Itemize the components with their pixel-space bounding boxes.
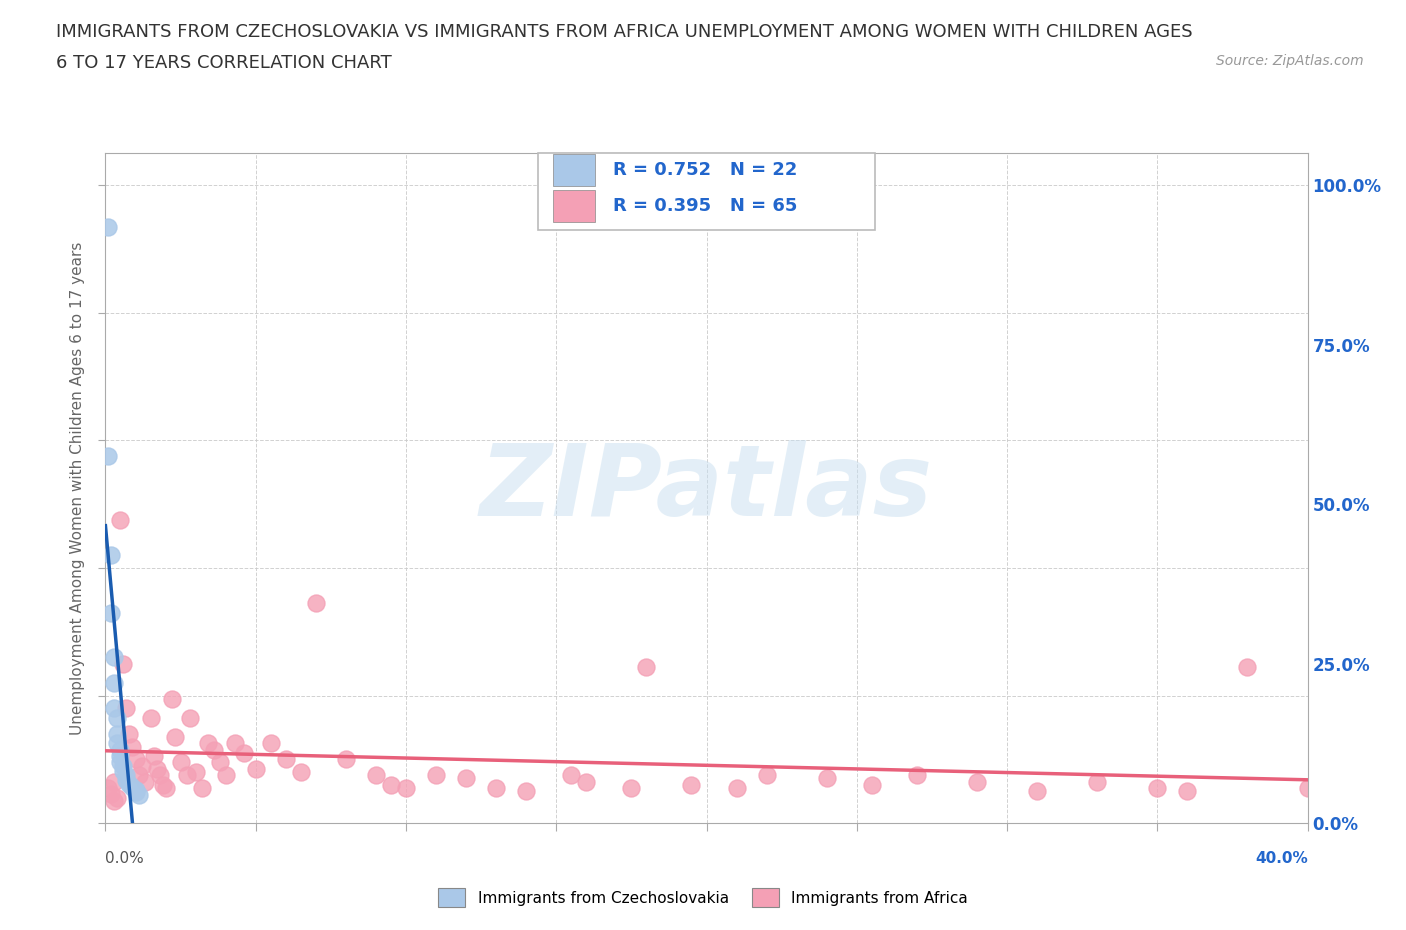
Text: ZIPatlas: ZIPatlas (479, 440, 934, 537)
Point (197, 736, 219, 751)
Point (148, 768, 170, 783)
Point (107, 711, 129, 725)
Point (110, 755, 132, 770)
Point (110, 742, 132, 757)
Point (115, 768, 138, 783)
Point (103, 774, 125, 789)
Point (1146, 780, 1168, 795)
Point (290, 764, 312, 779)
Point (575, 774, 598, 789)
Point (142, 749, 165, 764)
Point (260, 736, 283, 751)
Point (202, 742, 225, 757)
Text: Source: ZipAtlas.com: Source: ZipAtlas.com (1216, 54, 1364, 68)
Point (1026, 784, 1049, 799)
Point (145, 762, 167, 777)
Point (245, 762, 267, 777)
Point (274, 751, 297, 766)
Point (103, 701, 125, 716)
Point (214, 768, 236, 783)
Point (169, 755, 191, 770)
Point (107, 790, 129, 805)
Point (103, 675, 125, 690)
Point (176, 768, 198, 783)
Point (1357, 784, 1379, 799)
Point (118, 776, 141, 790)
Point (860, 777, 883, 792)
FancyBboxPatch shape (538, 153, 875, 231)
Text: R = 0.752   N = 22: R = 0.752 N = 22 (613, 161, 797, 179)
Point (815, 771, 838, 786)
Point (100, 548, 122, 563)
Point (395, 780, 418, 795)
Point (97, 219, 120, 234)
Legend: Immigrants from Czechoslovakia, Immigrants from Africa: Immigrants from Czechoslovakia, Immigran… (432, 883, 974, 913)
Point (1236, 659, 1258, 674)
Point (110, 749, 132, 764)
Point (121, 779, 143, 794)
Point (112, 758, 135, 773)
Point (139, 711, 162, 725)
Point (335, 751, 357, 766)
Point (124, 782, 146, 797)
Point (110, 512, 132, 527)
Point (681, 777, 703, 792)
Point (131, 758, 153, 773)
Point (163, 729, 186, 744)
Point (134, 774, 156, 789)
Point (755, 768, 778, 783)
Point (103, 650, 125, 665)
Point (224, 736, 246, 751)
Point (100, 787, 122, 802)
Point (115, 701, 138, 716)
Point (905, 768, 928, 783)
Point (179, 711, 201, 725)
Point (966, 774, 988, 789)
Point (100, 605, 122, 620)
Point (190, 780, 212, 795)
Point (380, 777, 402, 792)
Point (725, 780, 748, 795)
Point (232, 746, 254, 761)
Point (121, 739, 143, 754)
Point (112, 657, 135, 671)
Point (515, 784, 537, 799)
Point (107, 726, 129, 741)
Point (1085, 774, 1108, 789)
Point (118, 726, 141, 741)
Point (1175, 784, 1198, 799)
Text: 0.0%: 0.0% (105, 851, 145, 866)
Point (155, 780, 177, 795)
Text: R = 0.395   N = 65: R = 0.395 N = 65 (613, 197, 797, 216)
Point (620, 780, 643, 795)
Point (425, 768, 447, 783)
Point (560, 768, 582, 783)
Point (152, 777, 174, 792)
Text: 6 TO 17 YEARS CORRELATION CHART: 6 TO 17 YEARS CORRELATION CHART (56, 54, 392, 72)
Y-axis label: Unemployment Among Women with Children Ages 6 to 17 years: Unemployment Among Women with Children A… (70, 242, 84, 735)
Point (97, 780, 120, 795)
Point (103, 793, 125, 808)
Point (124, 751, 146, 766)
Point (107, 736, 129, 751)
Point (208, 755, 231, 770)
Point (485, 780, 508, 795)
Point (305, 595, 328, 610)
FancyBboxPatch shape (553, 191, 595, 222)
Point (1296, 780, 1319, 795)
Point (128, 768, 150, 783)
Point (454, 771, 477, 786)
Point (115, 772, 138, 787)
Point (636, 659, 658, 674)
Text: IMMIGRANTS FROM CZECHOSLOVAKIA VS IMMIGRANTS FROM AFRICA UNEMPLOYMENT AMONG WOME: IMMIGRANTS FROM CZECHOSLOVAKIA VS IMMIGR… (56, 23, 1192, 41)
FancyBboxPatch shape (553, 154, 595, 186)
Point (160, 691, 183, 706)
Point (124, 785, 146, 800)
Point (184, 764, 207, 779)
Point (97, 449, 120, 464)
Text: 40.0%: 40.0% (1254, 851, 1308, 866)
Point (112, 764, 135, 778)
Point (128, 788, 150, 803)
Point (364, 768, 387, 783)
